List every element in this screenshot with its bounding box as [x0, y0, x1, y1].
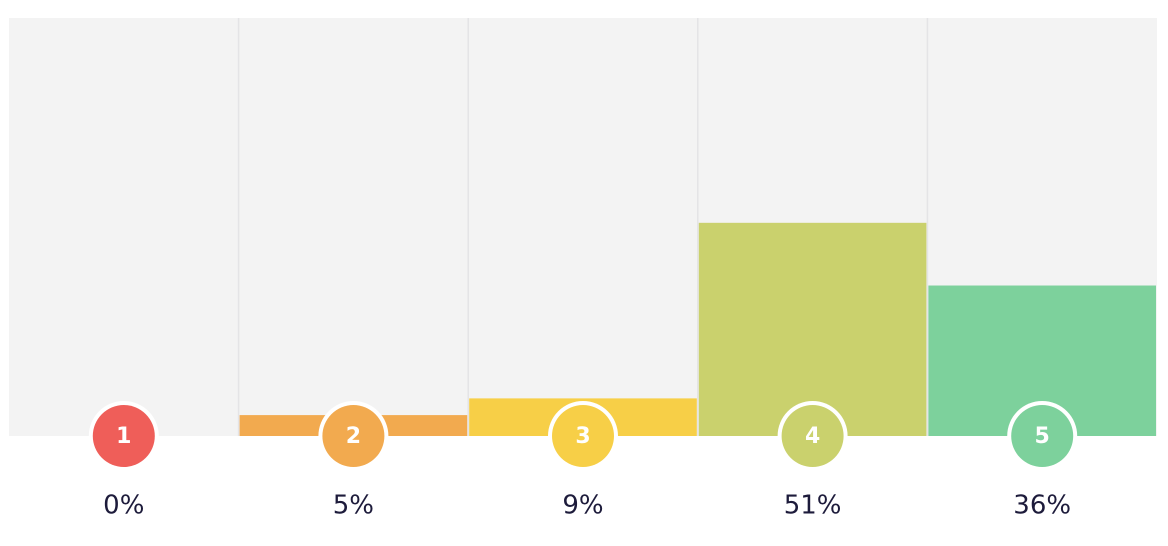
rating-badge-fill	[1011, 405, 1074, 467]
rating-badge-fill	[781, 405, 844, 467]
category-label: 1	[116, 424, 131, 449]
value-label: 51%	[784, 491, 842, 521]
rating-badge-fill	[552, 405, 614, 467]
value-label: 9%	[562, 491, 603, 521]
category-label: 2	[346, 424, 361, 449]
category-label: 4	[805, 424, 820, 449]
value-label: 5%	[333, 491, 374, 521]
bar	[698, 222, 927, 436]
rating-badge-fill	[92, 405, 155, 467]
category-label: 5	[1035, 424, 1050, 449]
category-label: 3	[575, 424, 590, 449]
value-label: 0%	[103, 491, 144, 521]
rating-badge-fill	[322, 405, 385, 467]
value-label: 36%	[1013, 491, 1071, 521]
